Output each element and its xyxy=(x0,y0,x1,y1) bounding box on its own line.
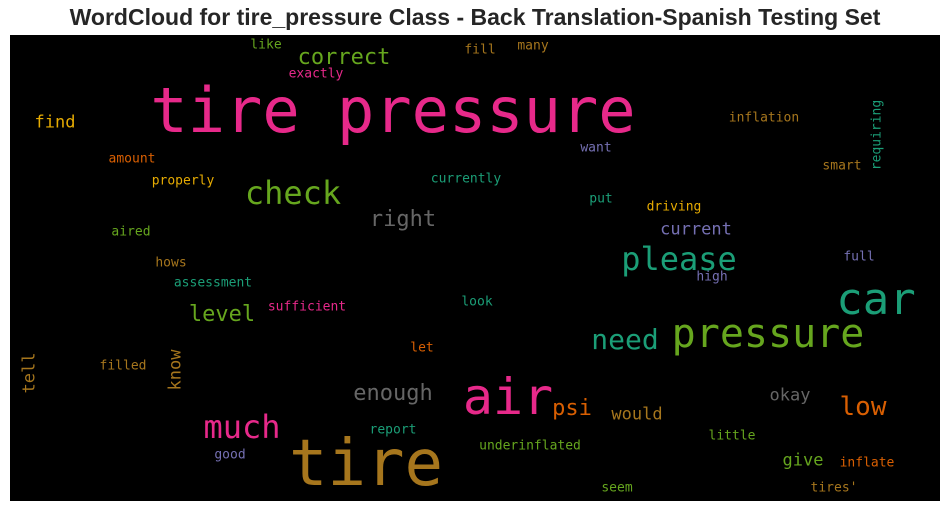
word-fill: fill xyxy=(464,42,496,58)
word-okay: okay xyxy=(769,385,811,406)
word-report: report xyxy=(369,422,417,438)
word-exactly: exactly xyxy=(288,66,344,82)
word-aired: aired xyxy=(111,224,151,240)
word-find: find xyxy=(34,112,76,133)
word-much: much xyxy=(203,408,281,446)
word-enough: enough xyxy=(353,381,433,406)
word-hows: hows xyxy=(155,255,187,271)
word-right: right xyxy=(369,207,437,232)
word-high: high xyxy=(696,269,728,285)
word-know: know xyxy=(165,349,186,391)
word-inflate: inflate xyxy=(839,455,895,471)
word-tire: tire xyxy=(288,427,444,501)
word-currently: currently xyxy=(430,171,502,187)
word-inflation: inflation xyxy=(728,110,800,126)
word-psi: psi xyxy=(552,396,592,421)
word-sufficient: sufficient xyxy=(267,299,347,315)
word-amount: amount xyxy=(108,151,156,167)
word-requiring: requiring xyxy=(869,99,885,171)
word-air: air xyxy=(462,368,554,426)
word-pressure: pressure xyxy=(671,311,865,357)
word-put: put xyxy=(589,191,613,207)
word-tire-pressure: tire pressure xyxy=(150,74,636,147)
word-smart: smart xyxy=(822,158,862,174)
word-let: let xyxy=(410,340,434,356)
word-need: need xyxy=(591,323,659,356)
word-want: want xyxy=(580,140,612,156)
wordcloud-canvas: tire pressure tire air car pressure check plea… xyxy=(10,35,940,501)
word-please: please xyxy=(621,240,737,278)
word-current: current xyxy=(660,219,732,240)
word-level: level xyxy=(188,302,256,327)
word-give: give xyxy=(782,450,824,471)
word-little: little xyxy=(708,428,756,444)
word-check: check xyxy=(244,174,342,212)
word-properly: properly xyxy=(151,173,215,189)
word-good: good xyxy=(214,447,246,463)
word-car: car xyxy=(836,274,916,325)
word-many: many xyxy=(517,38,549,54)
word-driving: driving xyxy=(646,199,702,215)
word-filled: filled xyxy=(99,358,147,374)
chart-title: WordCloud for tire_pressure Class - Back… xyxy=(69,4,881,30)
word-tires: tires' xyxy=(810,480,858,496)
word-tell: tell xyxy=(19,352,40,394)
word-assessment: assessment xyxy=(173,275,253,291)
word-like: like xyxy=(250,37,282,53)
word-would: would xyxy=(611,404,663,425)
word-correct: correct xyxy=(297,45,391,70)
word-underinflated: underinflated xyxy=(479,438,581,454)
word-seem: seem xyxy=(601,480,633,496)
word-look: look xyxy=(461,294,493,310)
word-low: low xyxy=(839,392,887,422)
word-full: full xyxy=(843,249,875,265)
